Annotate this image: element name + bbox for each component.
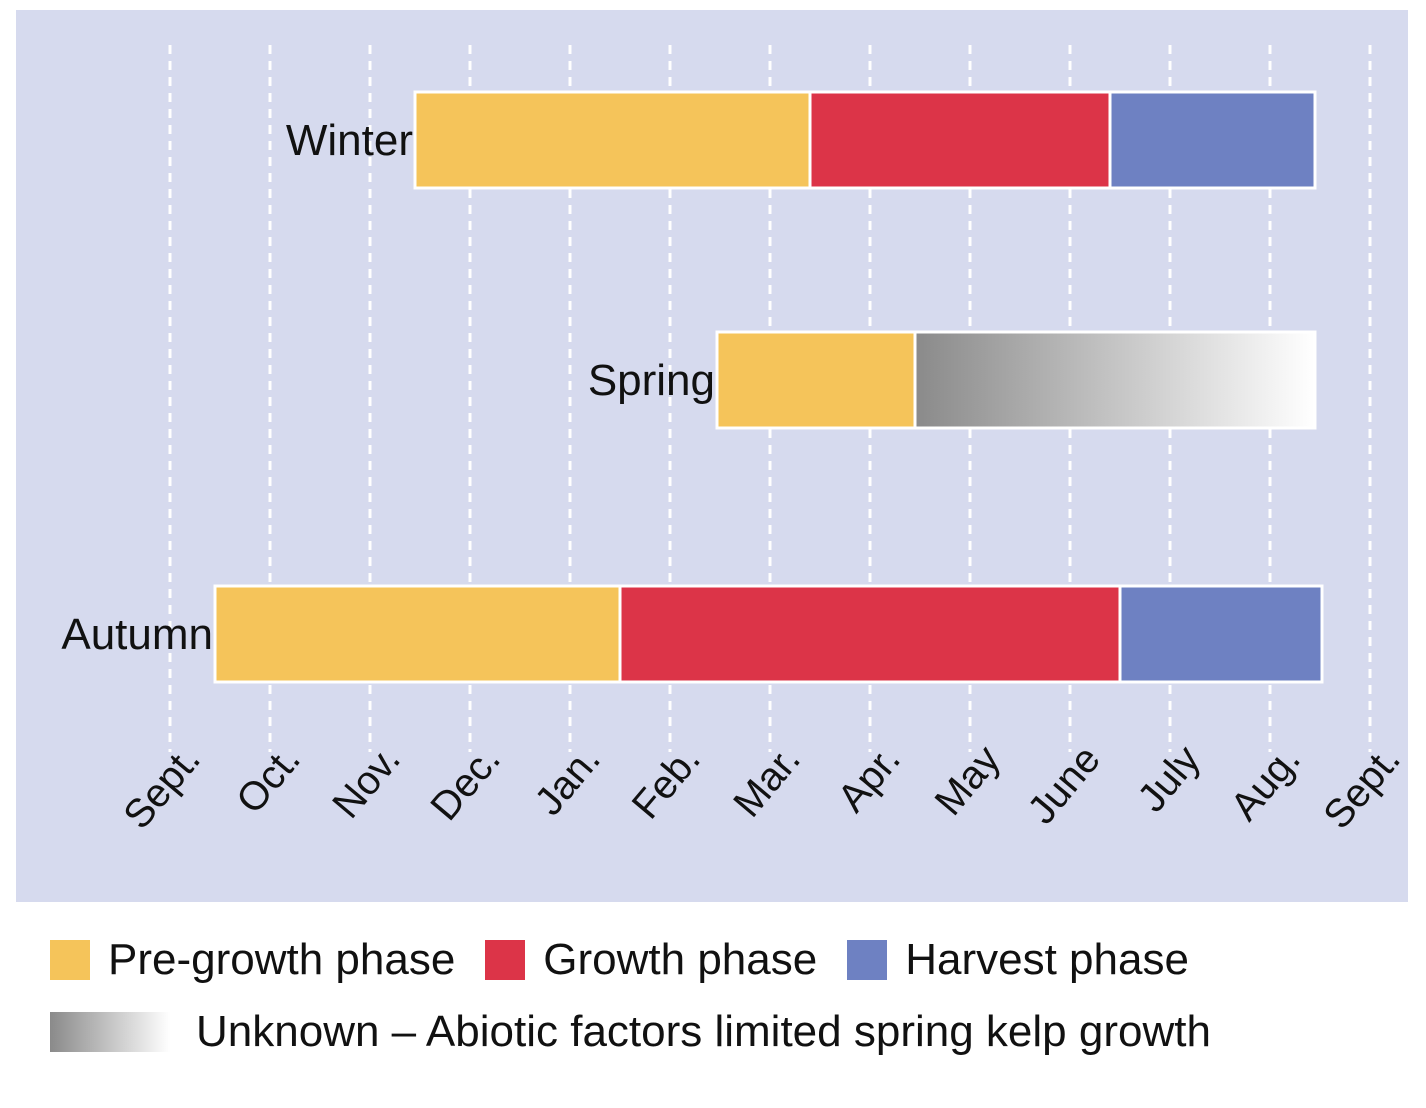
- legend-item-harvest: Harvest phase: [847, 935, 1189, 985]
- legend: Pre-growth phase Growth phase Harvest ph…: [0, 905, 1426, 1105]
- legend-label-growth: Growth phase: [543, 935, 818, 984]
- legend-item-unknown: Unknown – Abiotic factors limited spring…: [50, 1007, 1211, 1057]
- phase-bar-autumn-growth-phase: [618, 584, 1122, 684]
- row-label-spring: Spring: [588, 356, 715, 405]
- legend-swatch-pre-growth: [50, 940, 90, 980]
- legend-swatch-unknown: [50, 1012, 170, 1052]
- row-labels: Winter Spring Autumn: [61, 116, 715, 659]
- phase-bar-spring-unknown: [913, 330, 1317, 430]
- row-label-autumn: Autumn: [61, 610, 213, 659]
- phase-bar-spring-pre-growth-phase: [715, 330, 917, 430]
- phase-bars: [213, 90, 1324, 684]
- legend-swatch-growth: [485, 940, 526, 980]
- legend-item-growth: Growth phase: [485, 935, 817, 985]
- legend-row-phases: Pre-growth phase Growth phase Harvest ph…: [50, 935, 1219, 985]
- legend-label-pre-growth: Pre-growth phase: [108, 935, 456, 984]
- legend-label-unknown: Unknown – Abiotic factors limited spring…: [196, 1007, 1211, 1056]
- phase-bar-autumn-harvest-phase: [1118, 584, 1324, 684]
- phase-bar-winter-pre-growth-phase: [413, 90, 812, 190]
- legend-label-harvest: Harvest phase: [905, 935, 1189, 984]
- phase-bar-autumn-pre-growth-phase: [213, 584, 622, 684]
- legend-item-pre-growth: Pre-growth phase: [50, 935, 455, 985]
- phase-bar-winter-growth-phase: [808, 90, 1112, 190]
- row-label-winter: Winter: [286, 116, 413, 165]
- legend-row-unknown: Unknown – Abiotic factors limited spring…: [50, 1007, 1241, 1057]
- legend-swatch-harvest: [847, 940, 888, 980]
- phase-bar-winter-harvest-phase: [1108, 90, 1317, 190]
